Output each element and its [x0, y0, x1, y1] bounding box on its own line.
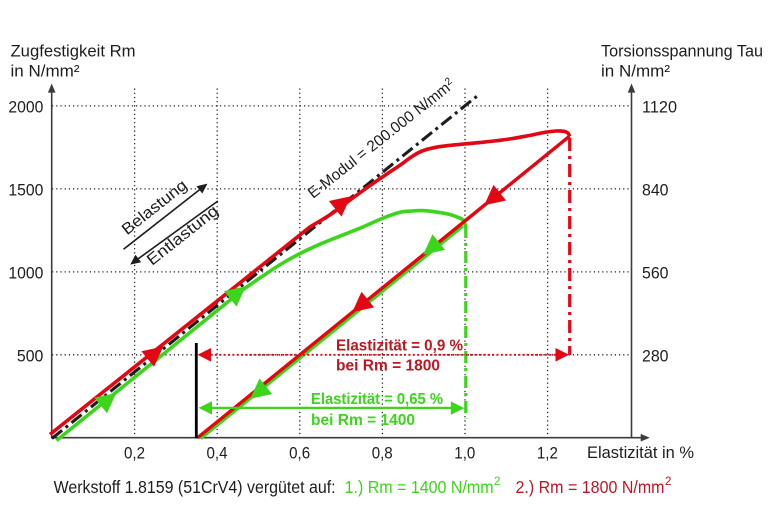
svg-text:0,6: 0,6 — [289, 444, 310, 462]
svg-text:1120: 1120 — [642, 98, 677, 116]
svg-text:1.) Rm = 1400 N/mm: 1.) Rm = 1400 N/mm — [345, 477, 494, 497]
svg-text:2000: 2000 — [8, 98, 43, 116]
svg-text:280: 280 — [642, 347, 669, 365]
svg-text:2: 2 — [665, 476, 671, 488]
svg-text:0,2: 0,2 — [124, 444, 145, 462]
svg-text:1,2: 1,2 — [537, 444, 558, 462]
svg-text:in N/mm²: in N/mm² — [11, 63, 81, 81]
svg-text:2.) Rm = 1800 N/mm: 2.) Rm = 1800 N/mm — [516, 477, 665, 497]
svg-text:0,8: 0,8 — [372, 444, 393, 462]
svg-text:Werkstoff 1.8159 (51CrV4) verg: Werkstoff 1.8159 (51CrV4) vergütet auf: — [54, 477, 336, 497]
svg-text:2: 2 — [494, 476, 500, 488]
svg-text:1000: 1000 — [8, 265, 43, 283]
svg-text:1,0: 1,0 — [454, 444, 475, 462]
svg-text:in N/mm²: in N/mm² — [601, 63, 671, 81]
svg-text:Elastizität = 0,9 %: Elastizität = 0,9 % — [336, 338, 463, 355]
svg-text:560: 560 — [642, 264, 669, 282]
svg-text:1500: 1500 — [8, 182, 43, 200]
svg-text:bei Rm = 1800: bei Rm = 1800 — [336, 358, 440, 375]
svg-text:Elastizität = 0,65 %: Elastizität = 0,65 % — [311, 391, 443, 408]
svg-text:Torsionsspannung Tau: Torsionsspannung Tau — [601, 43, 763, 61]
svg-text:840: 840 — [642, 181, 669, 199]
svg-text:0,4: 0,4 — [207, 444, 228, 462]
svg-text:Zugfestigkeit Rm: Zugfestigkeit Rm — [11, 43, 136, 61]
svg-text:500: 500 — [17, 347, 44, 365]
svg-text:Elastizität in %: Elastizität in % — [587, 444, 694, 462]
svg-text:bei Rm = 1400: bei Rm = 1400 — [311, 412, 415, 429]
